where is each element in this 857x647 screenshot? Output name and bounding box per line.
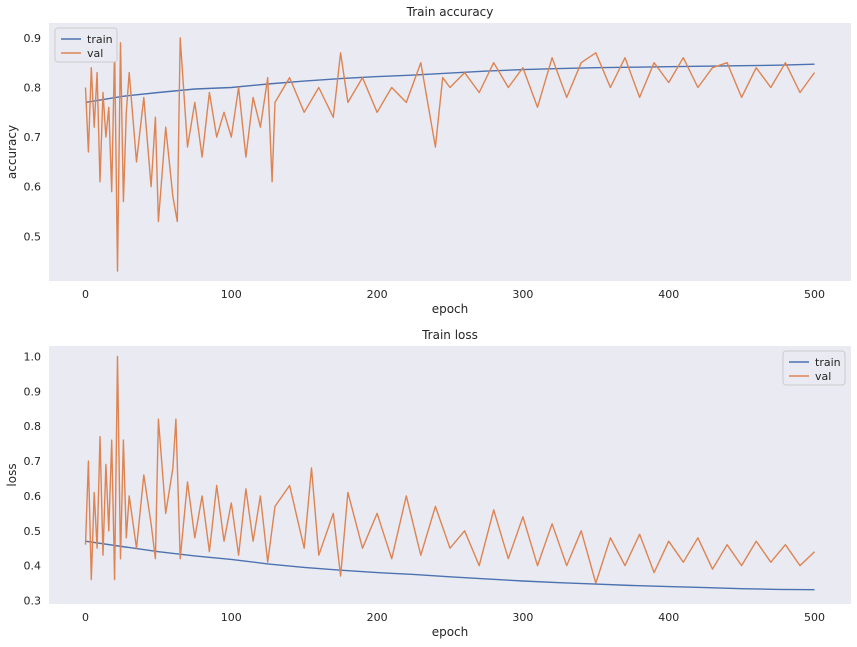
series-line-val [84,355,815,584]
y-tick-label: 0.4 [24,560,42,573]
y-tick-label: 0.6 [24,490,42,503]
x-tick-label: 0 [82,611,89,624]
x-tick-label: 500 [804,288,825,301]
y-tick-label: 0.5 [24,230,42,243]
y-tick-label: 0.8 [24,82,42,95]
x-axis-label: epoch [432,625,469,639]
legend-label-train: train [87,33,113,46]
y-axis-label: loss [5,463,19,486]
series-line-train [85,63,815,104]
x-tick-label: 0 [82,288,89,301]
y-tick-label: 0.5 [24,525,42,538]
x-tick-label: 200 [367,288,388,301]
x-tick-label: 100 [221,288,242,301]
x-tick-label: 200 [367,611,388,624]
y-tick-label: 0.7 [24,131,42,144]
legend-label-val: val [87,47,103,60]
series-line-val [84,37,816,272]
chart-title: Train accuracy [406,5,494,19]
accuracy-chart: Train accuracy 0 100 200 300 400 500 0.5 0.6 0.7 0… [5,5,851,316]
x-tick-label: 400 [658,288,679,301]
series-line-train [85,540,815,591]
chart-title: Train loss [421,328,478,342]
plot-area [49,23,851,281]
y-axis-label: accuracy [5,125,19,179]
y-tick-label: 0.9 [24,32,42,45]
x-axis-label: epoch [432,302,469,316]
plot-area [49,346,851,604]
y-tick-label: 0.6 [24,181,42,194]
y-tick-label: 0.3 [24,595,42,608]
x-tick-label: 300 [512,288,533,301]
legend-label-val: val [815,370,831,383]
x-tick-label: 100 [221,611,242,624]
y-tick-label: 1.0 [24,350,42,363]
x-tick-label: 300 [512,611,533,624]
y-tick-label: 0.8 [24,420,42,433]
loss-chart: Train loss 0 100 200 300 400 500 0.3 0.4 0.5 0.6 0.… [5,328,851,639]
x-tick-label: 400 [658,611,679,624]
legend-label-train: train [815,356,841,369]
y-tick-label: 0.9 [24,385,42,398]
x-tick-label: 500 [804,611,825,624]
y-tick-label: 0.7 [24,455,42,468]
